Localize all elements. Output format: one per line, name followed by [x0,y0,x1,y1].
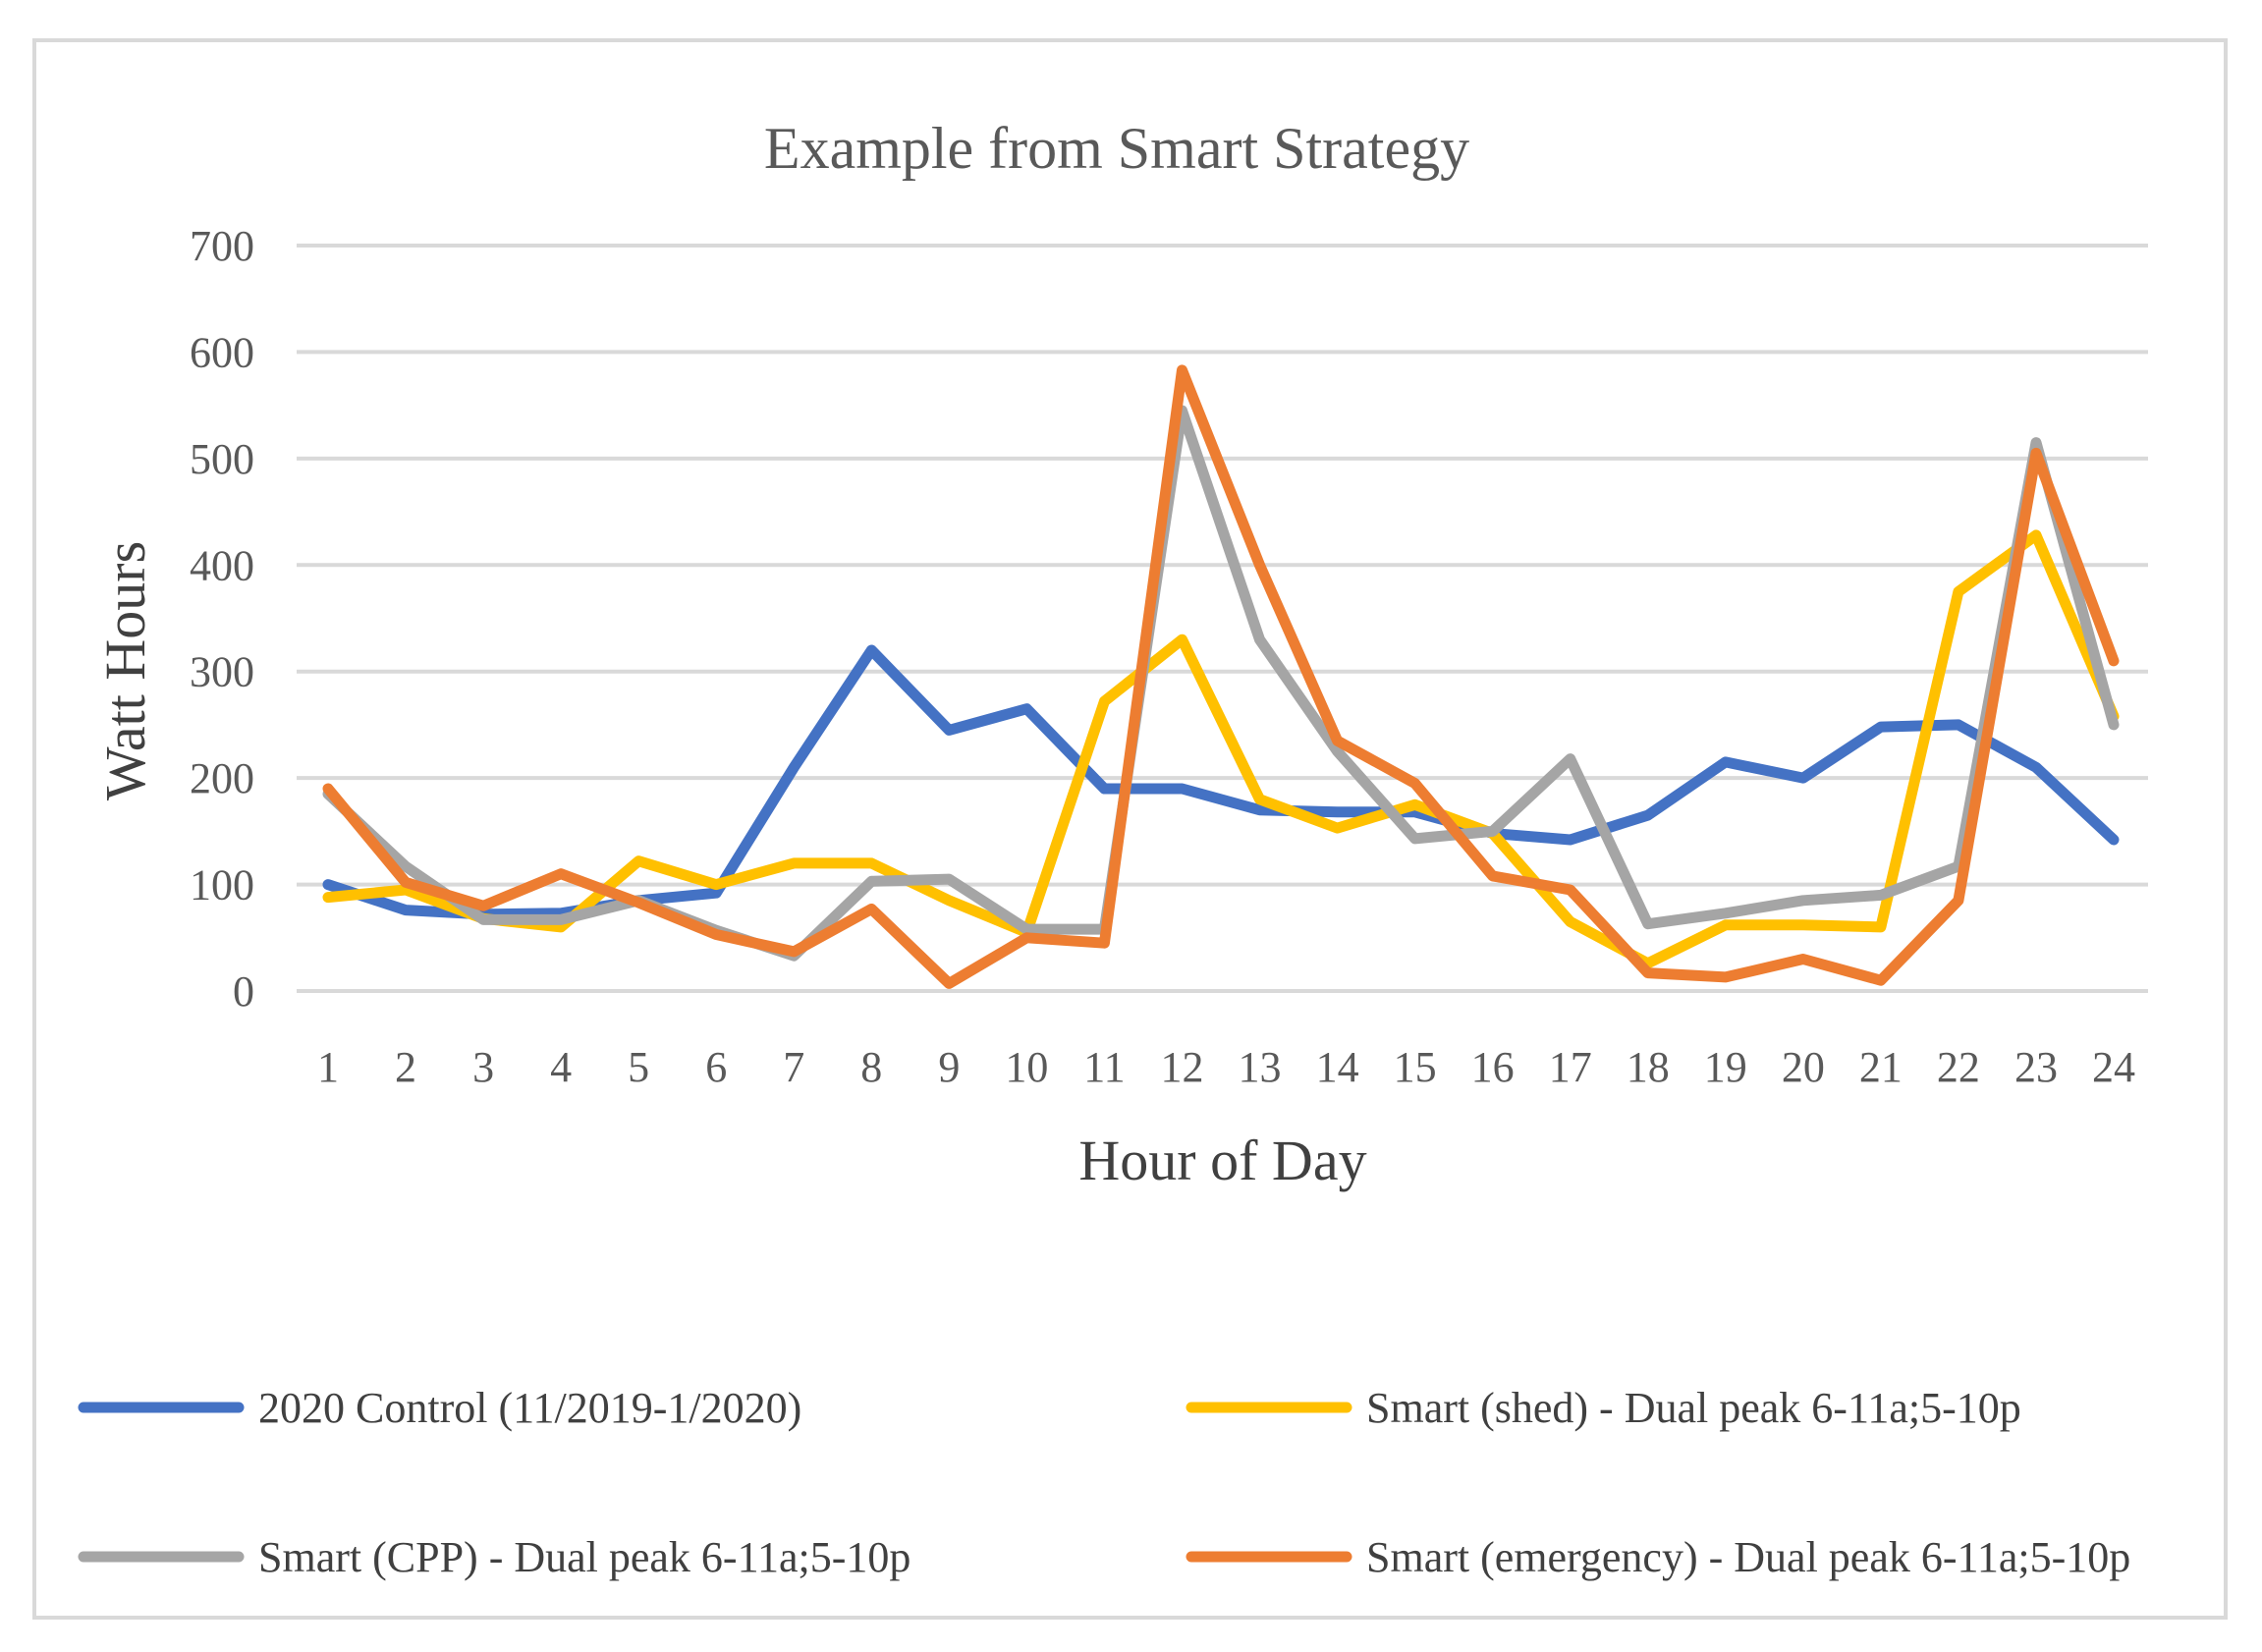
y-tick-label: 700 [190,222,254,270]
y-tick-label: 200 [190,754,254,802]
x-tick-label: 5 [628,1043,649,1091]
x-tick-label: 14 [1316,1043,1359,1091]
x-tick-label: 7 [783,1043,804,1091]
legend-item: 2020 Control (11/2019-1/2020) [78,1384,801,1432]
x-tick-label: 22 [1937,1043,1980,1091]
legend-label: Smart (CPP) - Dual peak 6-11a;5-10p [258,1533,910,1581]
x-tick-label: 10 [1005,1043,1048,1091]
series-line-1 [322,644,2120,920]
x-tick-label: 3 [472,1043,494,1091]
y-tick-label: 0 [233,967,254,1016]
x-tick-label: 1 [317,1043,339,1091]
x-tick-label: 24 [2092,1043,2135,1091]
legend-label: Smart (emergency) - Dual peak 6-11a;5-10… [1366,1533,2130,1581]
series-line-2 [322,529,2120,969]
y-tick-label: 600 [190,328,254,376]
x-tick-label: 2 [395,1043,416,1091]
x-tick-label: 16 [1471,1043,1515,1091]
x-tick-label: 20 [1782,1043,1825,1091]
chart-frame: Example from Smart Strategy 0 100 200 300 40… [32,38,2228,1620]
y-tick-label: 100 [190,861,254,909]
chart-canvas: Example from Smart Strategy 010020030040… [78,116,2148,1581]
series-line-4 [322,364,2120,989]
series-line-3 [322,405,2120,962]
x-tick-label: 17 [1549,1043,1592,1091]
x-tick-label: 6 [705,1043,727,1091]
x-tick-label: 9 [938,1043,960,1091]
x-tick-label: 15 [1394,1043,1437,1091]
y-axis-ticks: 0 100 200 300 400 500 600 700 [190,222,254,1016]
x-tick-label: 13 [1239,1043,1282,1091]
x-tick-label: 4 [550,1043,572,1091]
y-tick-label: 500 [190,435,254,483]
legend-item: Smart (shed) - Dual peak 6-11a;5-10p [1186,1384,2021,1432]
chart-title: Example from Smart Strategy [764,116,1469,181]
y-axis-label: Watt Hours [93,541,157,800]
series-lines [322,364,2120,989]
legend-label: 2020 Control (11/2019-1/2020) [258,1384,801,1432]
y-tick-label: 300 [190,648,254,696]
x-tick-label: 21 [1859,1043,1903,1091]
legend-label: Smart (shed) - Dual peak 6-11a;5-10p [1366,1384,2021,1432]
x-tick-label: 11 [1083,1043,1125,1091]
x-tick-label: 18 [1627,1043,1670,1091]
x-tick-label: 19 [1704,1043,1747,1091]
x-axis-label: Hour of Day [1078,1129,1366,1192]
legend: 2020 Control (11/2019-1/2020) Smart (shed… [78,1384,2130,1581]
y-tick-label: 400 [190,541,254,589]
legend-item: Smart (emergency) - Dual peak 6-11a;5-10… [1186,1533,2130,1581]
x-tick-label: 23 [2014,1043,2058,1091]
x-tick-label: 8 [860,1043,882,1091]
x-axis-ticks: 1 2 3 4 5 6 7 8 9 10 11 12 13 14 15 16 17 18 19 20 21 22 23 24 [317,1043,2135,1091]
legend-item: Smart (CPP) - Dual peak 6-11a;5-10p [78,1533,910,1581]
x-tick-label: 12 [1160,1043,1203,1091]
